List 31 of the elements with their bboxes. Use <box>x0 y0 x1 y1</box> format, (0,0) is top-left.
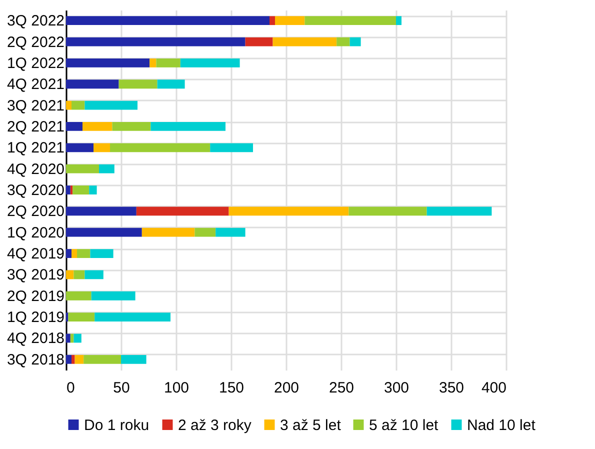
x-tick-label: 150 <box>218 380 244 396</box>
y-tick-label: 4Q 2021 <box>6 76 64 94</box>
x-tick-label: 50 <box>113 380 130 396</box>
y-tick-label: 4Q 2019 <box>6 246 64 263</box>
y-tick-label: 1Q 2019 <box>6 309 64 326</box>
x-tick-label: 300 <box>384 380 410 396</box>
y-tick-label: 4Q 2020 <box>6 160 64 178</box>
legend-label: Do 1 roku <box>84 416 150 434</box>
y-tick-label: 3Q 2021 <box>6 97 64 114</box>
y-tick-label: 1Q 2020 <box>6 224 64 242</box>
x-tick-label: 400 <box>481 380 506 396</box>
x-tick-label: 250 <box>328 380 354 396</box>
y-tick-label: 1Q 2022 <box>6 54 64 72</box>
y-tick-label: 4Q 2018 <box>6 330 64 348</box>
legend-label: Nad 10 let <box>467 416 536 434</box>
x-tick-label: 100 <box>164 380 190 396</box>
y-tick-label: 1Q 2021 <box>6 140 64 157</box>
y-tick-label: 2Q 2020 <box>6 203 64 220</box>
y-tick-label: 3Q 2019 <box>6 266 64 284</box>
x-tick-label: 200 <box>274 380 300 396</box>
y-tick-label: 2Q 2022 <box>6 34 64 51</box>
legend-label: 5 až 10 let <box>369 416 440 434</box>
x-tick-label: 350 <box>438 380 464 396</box>
x-tick-label: 0 <box>66 380 75 396</box>
legend-label: 2 až 3 roky <box>178 416 252 434</box>
y-tick-label: 3Q 2022 <box>6 12 64 30</box>
legend-label: 3 až 5 let <box>280 416 342 434</box>
y-tick-label: 2Q 2021 <box>6 118 64 136</box>
y-tick-label: 2Q 2019 <box>6 288 64 305</box>
y-tick-label: 3Q 2020 <box>6 182 64 199</box>
y-tick-label: 3Q 2018 <box>6 351 64 368</box>
